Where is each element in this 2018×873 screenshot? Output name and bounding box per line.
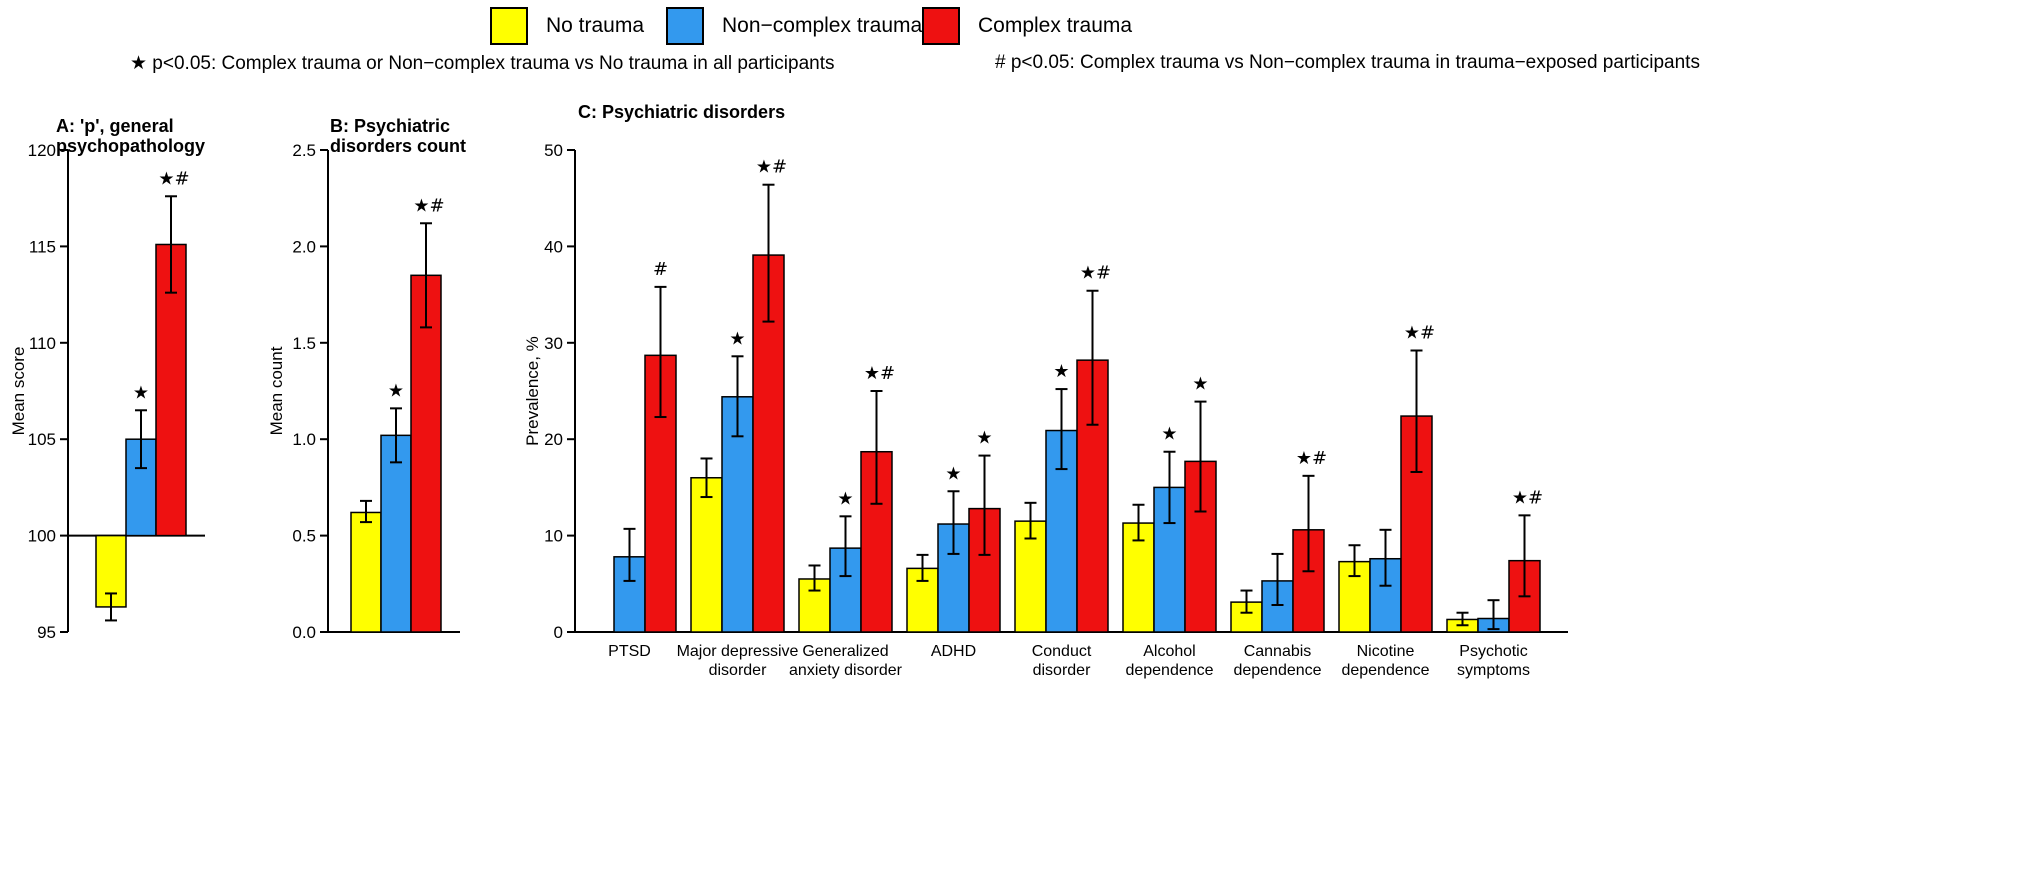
y-tick-label: 0 <box>554 623 563 642</box>
legend-swatch-no-trauma <box>490 7 528 45</box>
x-category-label: dependence <box>1341 662 1429 679</box>
y-tick-label: 30 <box>544 334 563 353</box>
legend-label-no-trauma: No trauma <box>546 14 645 37</box>
significance-marker: ★# <box>413 195 444 216</box>
y-tick-label: 100 <box>28 527 56 546</box>
x-category-label: Conduct <box>1032 643 1092 660</box>
y-tick-label: 95 <box>37 623 56 642</box>
y-tick-label: 20 <box>544 430 563 449</box>
x-category-label: disorder <box>1033 662 1091 679</box>
x-category-label: Cannabis <box>1244 643 1312 660</box>
x-category-label: disorder <box>709 662 767 679</box>
x-category-label: Nicotine <box>1357 643 1415 660</box>
significance-marker: ★# <box>1404 323 1435 344</box>
legend: No trauma Non−complex trauma Complex tra… <box>0 0 2018 74</box>
y-tick-label: 115 <box>29 237 56 256</box>
panel-title: A: 'p', general <box>56 116 174 136</box>
y-tick-label: 0.5 <box>292 527 316 546</box>
y-tick-label: 120 <box>28 141 56 160</box>
significance-marker: ★ <box>945 463 961 484</box>
significance-marker: ★ <box>837 488 853 509</box>
panel-title: C: Psychiatric disorders <box>578 102 785 122</box>
y-tick-label: 1.5 <box>292 334 316 353</box>
chart-panel-2: C: Psychiatric disorders 0 10 20 30 40 50 Preva… <box>523 102 1568 679</box>
y-tick-label: 1.0 <box>292 430 316 449</box>
y-tick-label: 110 <box>29 334 56 353</box>
x-category-label: ADHD <box>931 643 976 660</box>
legend-label-non-complex-trauma: Non−complex trauma <box>722 14 923 37</box>
significance-marker: ★# <box>1296 448 1327 469</box>
significance-marker: ★ <box>388 380 404 401</box>
significance-marker: ★# <box>756 157 787 178</box>
y-axis-label: Mean count <box>267 346 286 435</box>
bar <box>1045 429 1078 633</box>
bar <box>690 477 723 633</box>
legend-swatch-complex-trauma <box>922 7 960 45</box>
significance-marker: ★ <box>133 382 149 403</box>
y-tick-label: 40 <box>544 237 563 256</box>
x-category-label: Major depressive <box>677 643 799 660</box>
y-tick-label: 50 <box>544 141 563 160</box>
significance-marker: ★ <box>1192 374 1208 395</box>
significance-note-hash: # p<0.05: Complex trauma vs Non−complex … <box>995 52 1700 73</box>
bar <box>350 511 382 633</box>
significance-marker: ★ <box>1161 424 1177 445</box>
significance-marker: ★# <box>1080 263 1111 284</box>
y-axis-label: Prevalence, % <box>523 336 542 446</box>
legend-item-no-trauma: No trauma <box>490 4 644 48</box>
y-tick-label: 10 <box>544 527 563 546</box>
significance-marker: ★# <box>158 168 189 189</box>
y-axis-label: Mean score <box>9 347 28 436</box>
significance-marker: # <box>653 259 668 280</box>
x-category-label: dependence <box>1125 662 1213 679</box>
significance-note-star: ★ p<0.05: Complex trauma or Non−complex … <box>130 53 835 74</box>
significance-marker: ★# <box>1512 487 1543 508</box>
panel-title: B: Psychiatric <box>330 116 450 136</box>
significance-marker: ★ <box>1053 361 1069 382</box>
x-category-label: Psychotic <box>1459 643 1527 660</box>
bar <box>380 434 412 633</box>
legend-swatch-non-complex-trauma <box>666 7 704 45</box>
x-category-label: Generalized <box>802 643 888 660</box>
significance-marker: ★# <box>864 363 895 384</box>
x-category-label: dependence <box>1233 662 1321 679</box>
y-tick-label: 2.0 <box>292 237 316 256</box>
y-tick-label: 105 <box>28 430 56 449</box>
panel-title: disorders count <box>330 136 466 156</box>
panel-title: psychopathology <box>56 136 205 156</box>
x-category-label: symptoms <box>1457 662 1530 679</box>
y-tick-label: 0.0 <box>292 623 316 642</box>
bar <box>410 274 442 633</box>
x-category-label: Alcohol <box>1143 643 1195 660</box>
legend-item-non-complex-trauma: Non−complex trauma <box>666 4 922 48</box>
y-tick-label: 2.5 <box>292 141 316 160</box>
legend-item-complex-trauma: Complex trauma <box>922 4 1132 48</box>
significance-marker: ★ <box>976 428 992 449</box>
x-category-label: PTSD <box>608 643 651 660</box>
x-category-label: anxiety disorder <box>789 662 903 679</box>
bar <box>968 507 1001 633</box>
significance-marker: ★ <box>729 328 745 349</box>
legend-label-complex-trauma: Complex trauma <box>978 14 1133 37</box>
